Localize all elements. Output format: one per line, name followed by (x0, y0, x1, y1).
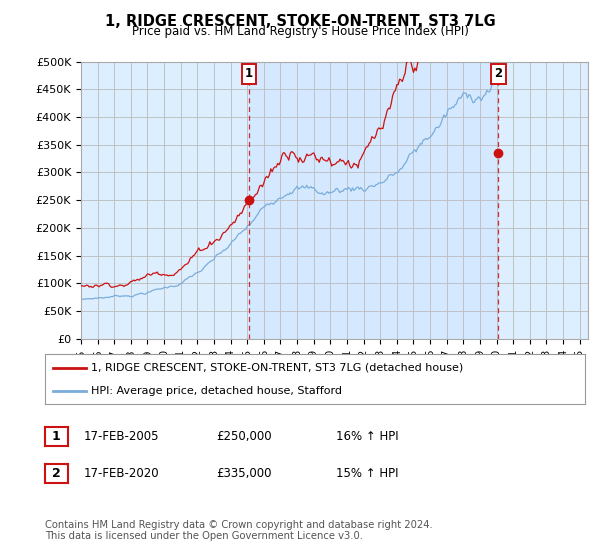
Text: 1: 1 (52, 430, 61, 444)
Text: 1, RIDGE CRESCENT, STOKE-ON-TRENT, ST3 7LG: 1, RIDGE CRESCENT, STOKE-ON-TRENT, ST3 7… (104, 14, 496, 29)
Text: 17-FEB-2020: 17-FEB-2020 (84, 466, 160, 480)
Text: £335,000: £335,000 (216, 466, 271, 480)
Text: Price paid vs. HM Land Registry's House Price Index (HPI): Price paid vs. HM Land Registry's House … (131, 25, 469, 38)
Text: 2: 2 (494, 67, 502, 80)
Text: HPI: Average price, detached house, Stafford: HPI: Average price, detached house, Staf… (91, 386, 342, 396)
Text: 16% ↑ HPI: 16% ↑ HPI (336, 430, 398, 444)
Bar (249, 62, 498, 339)
Text: 17-FEB-2005: 17-FEB-2005 (84, 430, 160, 444)
Text: £250,000: £250,000 (216, 430, 272, 444)
Text: 1, RIDGE CRESCENT, STOKE-ON-TRENT, ST3 7LG (detached house): 1, RIDGE CRESCENT, STOKE-ON-TRENT, ST3 7… (91, 362, 463, 372)
Text: 15% ↑ HPI: 15% ↑ HPI (336, 466, 398, 480)
Text: Contains HM Land Registry data © Crown copyright and database right 2024.
This d: Contains HM Land Registry data © Crown c… (45, 520, 433, 542)
Text: 2: 2 (52, 466, 61, 480)
Text: 1: 1 (245, 67, 253, 80)
